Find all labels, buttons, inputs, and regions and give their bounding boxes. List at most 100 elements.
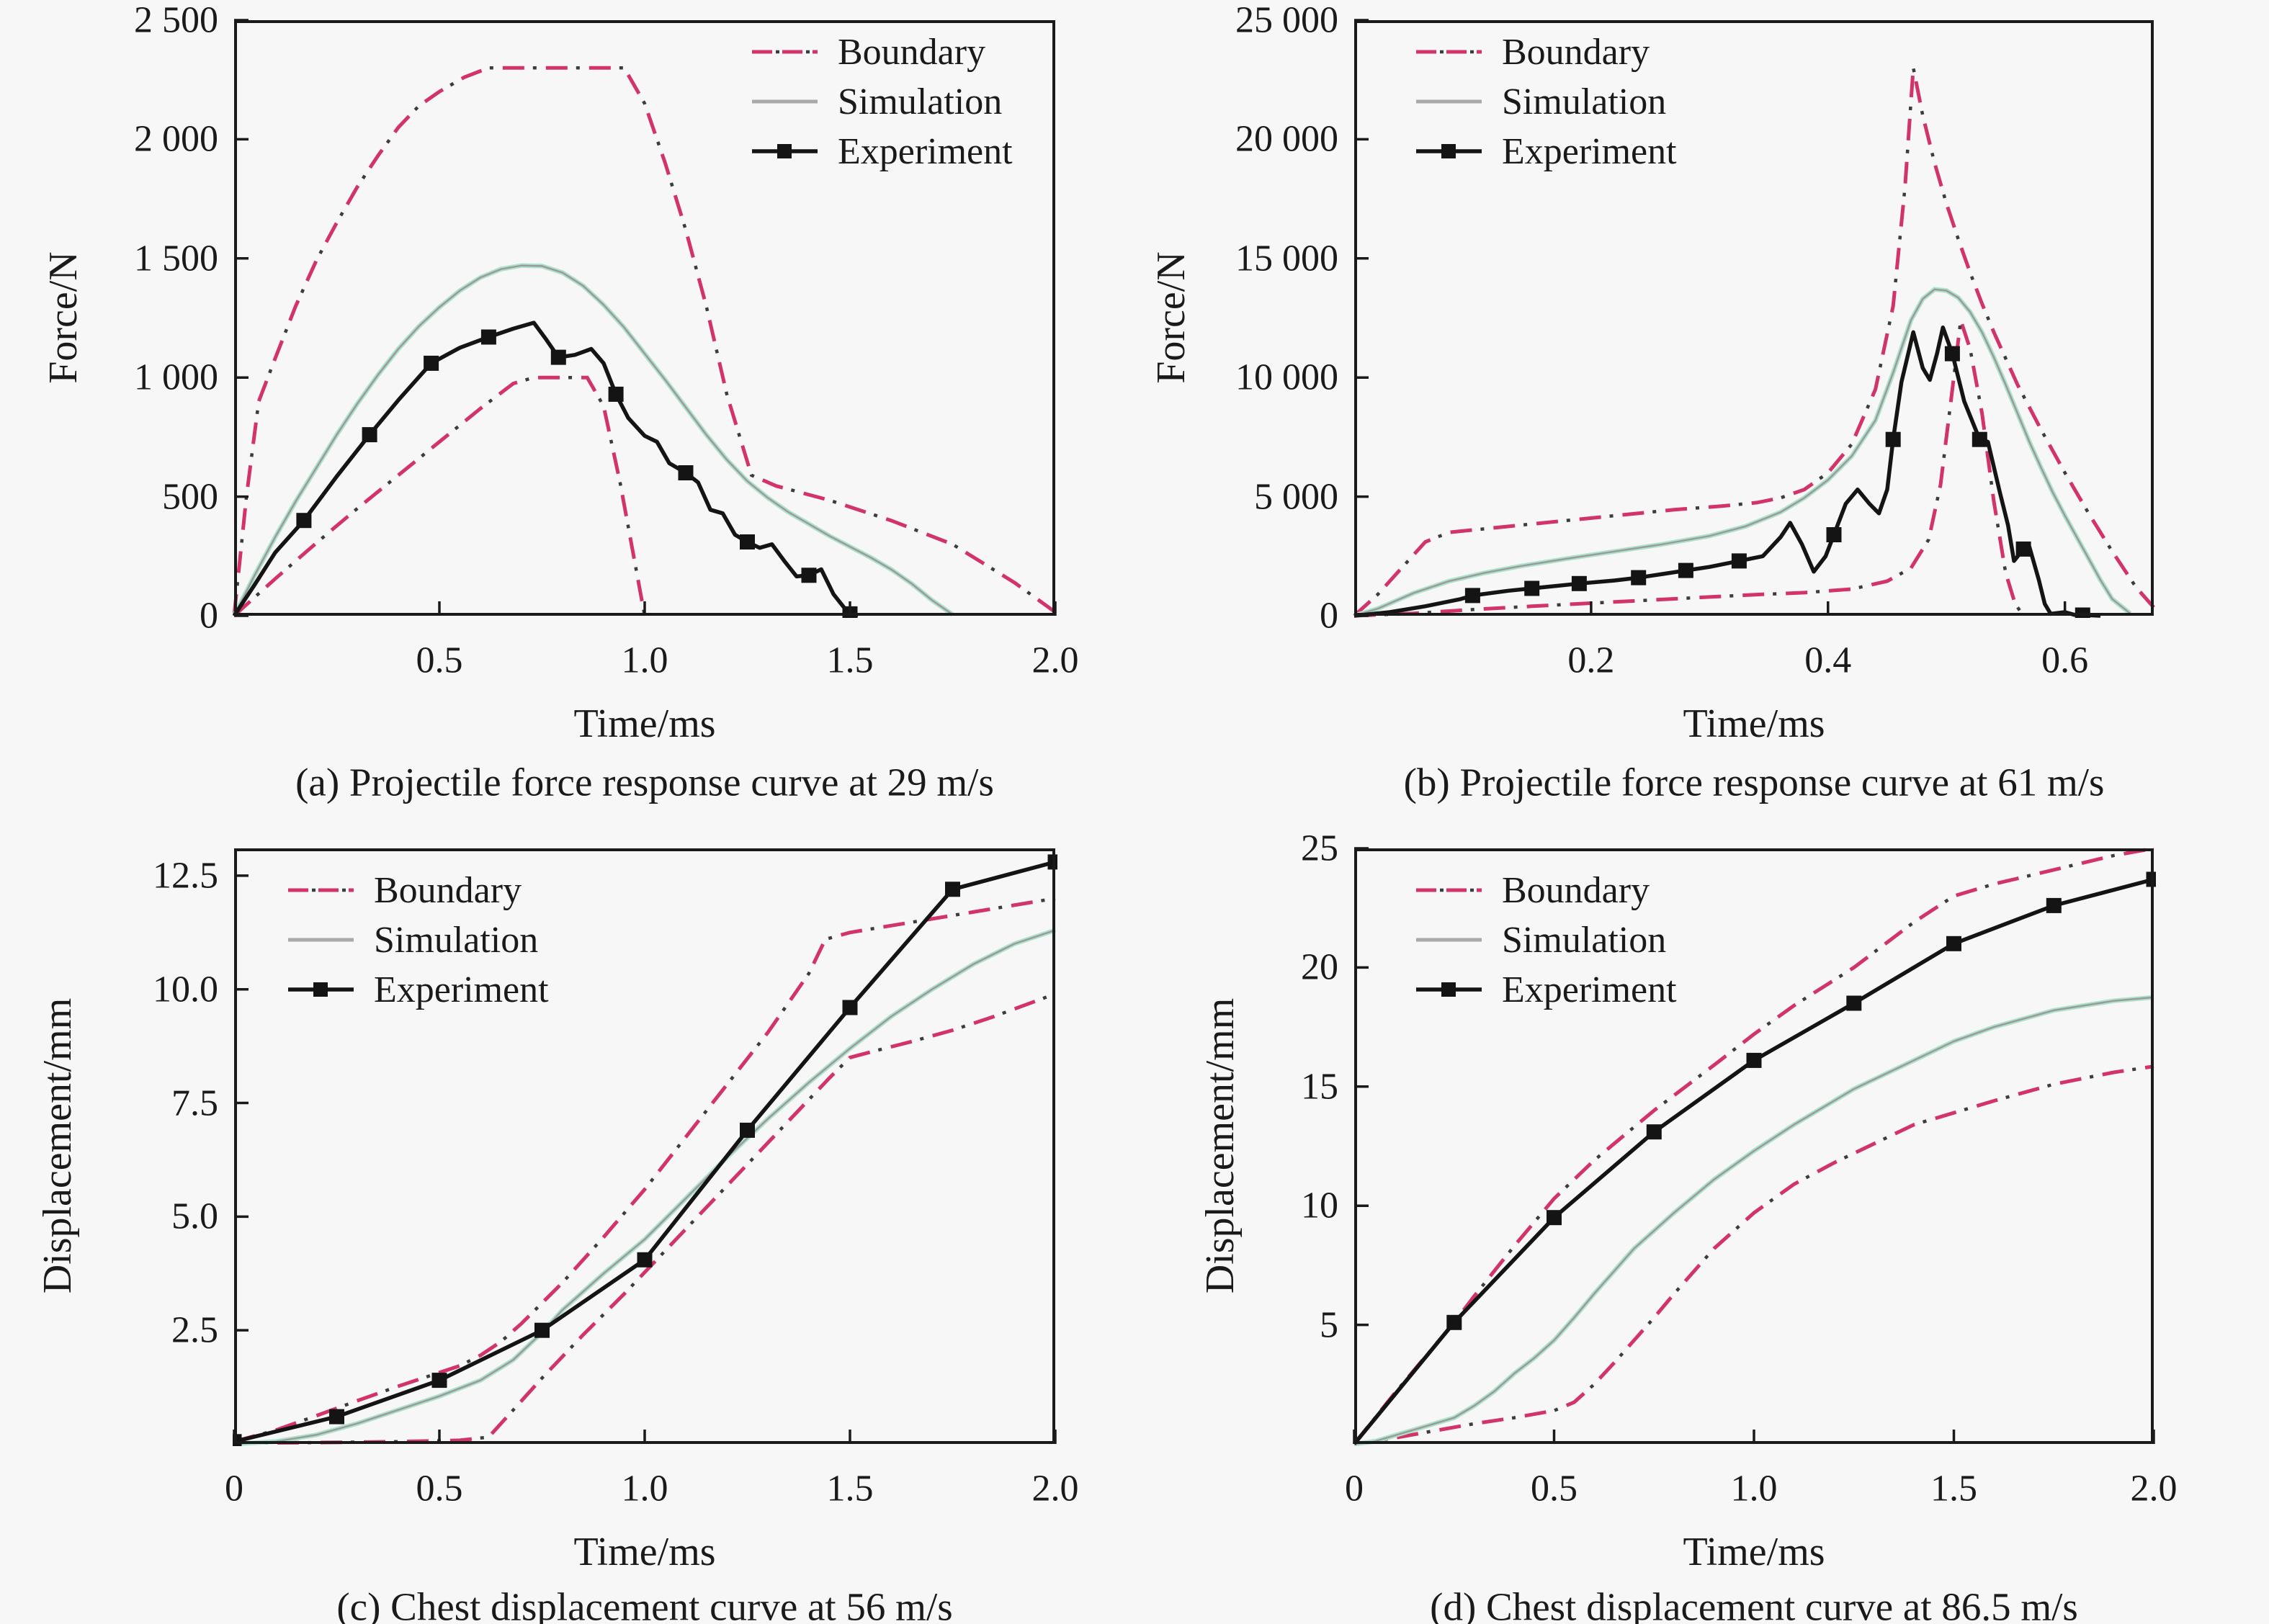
- legend-label: Simulation: [1502, 81, 1667, 122]
- experiment-marker: [1464, 588, 1480, 604]
- legend-item-experiment: Experiment: [1415, 130, 1677, 172]
- experiment-marker: [740, 1122, 755, 1138]
- boundary-lower-line: [1353, 320, 2026, 618]
- experiment-marker: [1731, 553, 1747, 569]
- y-tick-label: 0: [1320, 595, 1338, 637]
- y-tick-label: 20 000: [1235, 118, 1338, 160]
- y-tick-label: 7.5: [171, 1082, 218, 1124]
- legend-label: Boundary: [1502, 869, 1650, 911]
- x-tick-label: 0: [225, 1468, 243, 1509]
- legend-a: Boundary Simulation Experiment: [751, 32, 1013, 172]
- experiment-line-marker-icon: [1416, 982, 1482, 997]
- experiment-marker: [801, 567, 817, 583]
- legend-item-experiment: Experiment: [751, 130, 1013, 172]
- x-tick-label: 0: [1345, 1468, 1364, 1509]
- simulation-line-icon: [1416, 99, 1482, 104]
- experiment-marker: [945, 881, 960, 897]
- x-axis-title-a: Time/ms: [573, 701, 716, 746]
- x-tick-label: 2.0: [2130, 1468, 2178, 1509]
- legend-item-boundary: Boundary: [287, 869, 549, 911]
- x-axis-title-d: Time/ms: [1683, 1530, 1825, 1574]
- legend-item-experiment: Experiment: [287, 969, 549, 1010]
- legend-label: Simulation: [838, 81, 1003, 122]
- x-tick-label: 1.0: [1730, 1468, 1778, 1509]
- experiment-marker: [637, 1252, 653, 1268]
- legend-item-boundary: Boundary: [1415, 869, 1677, 911]
- experiment-marker: [1646, 1124, 1662, 1140]
- y-tick-label: 15 000: [1235, 238, 1338, 279]
- plot-area-b: [1353, 19, 2155, 618]
- boundary-lower-line-dots: [233, 375, 647, 617]
- x-tick-label: 2.0: [1031, 1468, 1079, 1509]
- boundary-lower-line: [233, 375, 647, 617]
- boundary-upper-line: [233, 896, 1056, 1444]
- experiment-marker: [431, 1373, 447, 1389]
- experiment-marker: [678, 465, 694, 480]
- y-tick-label: 500: [162, 476, 218, 518]
- experiment-marker: [1885, 431, 1901, 447]
- boundary-upper-line: [1353, 67, 2155, 617]
- experiment-marker: [842, 1000, 858, 1015]
- y-tick-label: 12.5: [153, 855, 218, 897]
- legend-label: Experiment: [838, 130, 1013, 172]
- boundary-upper-line-dots: [233, 897, 1056, 1443]
- legend-label: Boundary: [374, 869, 522, 911]
- legend-item-experiment: Experiment: [1415, 969, 1677, 1010]
- legend-label: Experiment: [1502, 969, 1677, 1010]
- experiment-line-marker-icon: [288, 982, 354, 997]
- experiment-marker: [424, 355, 439, 371]
- experiment-marker: [1826, 527, 1842, 542]
- simulation-line-icon: [752, 99, 818, 104]
- caption-c: (c) Chest displacement curve at 56 m/s: [336, 1584, 953, 1624]
- boundary-upper-line: [1353, 846, 2154, 1445]
- legend-b: Boundary Simulation Experiment: [1415, 31, 1677, 172]
- legend-item-boundary: Boundary: [1415, 31, 1677, 73]
- experiment-marker: [608, 386, 624, 402]
- legend-item-boundary: Boundary: [751, 32, 1013, 73]
- caption-d: (d) Chest displacement curve at 86.5 m/s: [1430, 1584, 2078, 1624]
- experiment-marker: [2046, 897, 2062, 913]
- x-tick-label: 1.0: [621, 1468, 668, 1509]
- simulation-line: [233, 929, 1056, 1445]
- boundary-upper-line: [233, 66, 1057, 616]
- legend-label: Experiment: [374, 969, 549, 1010]
- boundary-upper-line-dots: [233, 66, 1057, 616]
- y-tick-label: 2 000: [134, 118, 218, 160]
- y-tick-label: 2.5: [171, 1309, 218, 1351]
- y-tick-label: 0: [200, 595, 218, 637]
- plot-area-c: [233, 848, 1057, 1446]
- simulation-line: [1353, 996, 2154, 1445]
- caption-a: (a) Projectile force response curve at 2…: [295, 760, 994, 804]
- boundary-lower-line-dots: [1353, 1064, 2154, 1446]
- caption-b: (b) Projectile force response curve at 6…: [1403, 760, 2105, 804]
- plot-area-a: [233, 19, 1057, 618]
- legend-item-simulation: Simulation: [1415, 920, 1677, 961]
- boundary-dashdot-line-icon: [1416, 50, 1482, 54]
- y-tick-label: 2 500: [134, 0, 218, 41]
- legend-label: Experiment: [1502, 130, 1677, 172]
- experiment-marker: [329, 1409, 344, 1425]
- y-tick-label: 15: [1301, 1066, 1338, 1108]
- x-axis-title-c: Time/ms: [573, 1530, 716, 1574]
- boundary-lower-line: [233, 992, 1056, 1445]
- x-tick-label: 1.5: [1930, 1468, 1977, 1509]
- experiment-line-marker-icon: [1416, 144, 1482, 158]
- x-tick-label: 2.0: [1031, 640, 1079, 681]
- experiment-marker: [1746, 1052, 1762, 1068]
- y-tick-label: 5.0: [171, 1195, 218, 1237]
- y-tick-label: 1 000: [134, 356, 218, 398]
- experiment-marker: [1446, 1314, 1462, 1330]
- boundary-dashdot-line-icon: [1416, 888, 1482, 892]
- y-tick-label: 25 000: [1235, 0, 1338, 41]
- boundary-dashdot-line-icon: [752, 50, 818, 54]
- plot-frame: [234, 20, 1055, 616]
- experiment-marker: [550, 349, 566, 365]
- x-tick-label: 0.5: [416, 640, 463, 681]
- legend-label: Boundary: [1502, 31, 1650, 73]
- plot-frame: [1354, 848, 2154, 1444]
